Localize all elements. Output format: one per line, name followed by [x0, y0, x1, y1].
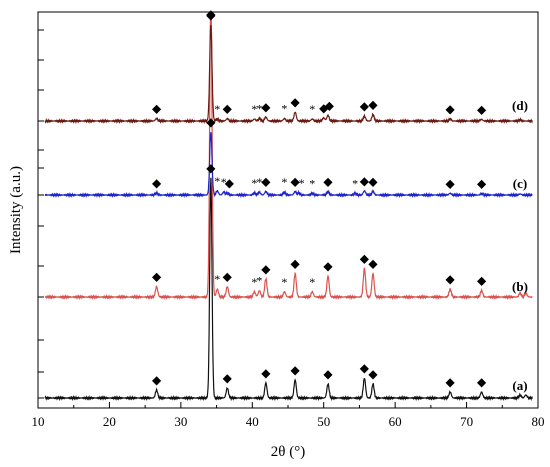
curve-label-3: (c): [513, 176, 527, 191]
asterisk-marker: *: [281, 102, 287, 116]
asterisk-marker: *: [214, 272, 220, 286]
asterisk-marker: *: [309, 275, 315, 289]
curves: [44, 12, 533, 402]
series-line-1: [44, 177, 533, 402]
diamond-marker: ◆: [223, 102, 233, 116]
diamond-marker: ◆: [446, 102, 456, 116]
diamond-marker: ◆: [446, 375, 456, 389]
diamond-marker: ◆: [446, 272, 456, 286]
diamond-marker: ◆: [225, 176, 235, 190]
x-tick-label: 70: [460, 414, 473, 429]
diamond-marker: ◆: [360, 99, 370, 113]
diamond-marker: ◆: [223, 270, 233, 284]
series-line-3: [44, 132, 533, 199]
diamond-marker: ◆: [291, 175, 301, 189]
x-tick-label: 30: [174, 414, 187, 429]
diamond-marker: ◆: [319, 101, 329, 115]
diamond-marker: ◆: [291, 363, 301, 377]
asterisk-marker: *: [352, 176, 358, 190]
series-line-4: [44, 24, 533, 125]
diamond-marker: ◆: [206, 7, 216, 21]
asterisk-marker: *: [256, 102, 262, 116]
diamond-marker: ◆: [206, 8, 216, 22]
x-tick-label: 10: [32, 414, 45, 429]
curve-labels: (a) (b) (c) (d): [512, 98, 528, 393]
diamond-marker: ◆: [477, 375, 487, 389]
asterisk-marker: *: [309, 102, 315, 116]
y-axis-title: Intensity (a.u.): [8, 166, 24, 254]
plot-frame: [37, 11, 539, 409]
diamond-marker: ◆: [323, 259, 333, 273]
diamond-marker: ◆: [291, 95, 301, 109]
asterisk-marker: *: [221, 175, 227, 189]
asterisk-marker: *: [214, 102, 220, 116]
diamond-marker: ◆: [152, 373, 162, 387]
x-axis-title: 2θ (°): [271, 444, 305, 460]
diamond-marker: ◆: [360, 174, 370, 188]
asterisk-marker: *: [256, 274, 262, 288]
diamond-marker: ◆: [206, 115, 216, 129]
asterisk-marker: *: [251, 275, 257, 289]
diamond-marker: ◆: [477, 177, 487, 191]
x-tick-label: 40: [246, 414, 259, 429]
x-tick-label: 50: [317, 414, 330, 429]
diamond-marker: ◆: [152, 176, 162, 190]
diamond-marker: ◆: [368, 98, 378, 112]
asterisk-marker: *: [251, 102, 257, 116]
diamond-marker: ◆: [261, 100, 271, 114]
asterisk-marker: *: [281, 275, 287, 289]
diamond-marker: ◆: [368, 367, 378, 381]
x-axis-ticks: 10 20 30 40 50 60 70 80: [32, 402, 545, 429]
diamond-marker: ◆: [223, 371, 233, 385]
diamond-marker: ◆: [477, 102, 487, 116]
diamond-marker: ◆: [323, 367, 333, 381]
curve-label-2: (b): [512, 279, 528, 294]
x-tick-label: 20: [103, 414, 116, 429]
diamond-marker: ◆: [446, 176, 456, 190]
asterisk-marker: *: [214, 174, 220, 188]
peak-markers: ◆◆◆ ◆ ◆ ◆ ◆ ◆◆ ◆◆◆* ◆ * *◆*◆*◆◆ ◆◆ ◆◆◆* *◆ * *◆ * ◆* * ◆ * ◆…: [152, 7, 487, 389]
curve-label-1: (a): [512, 378, 527, 393]
diamond-marker: ◆: [360, 361, 370, 375]
asterisk-marker: *: [309, 176, 315, 190]
diamond-marker: ◆: [152, 270, 162, 284]
diamond-marker: ◆: [360, 251, 370, 265]
diamond-marker: ◆: [368, 175, 378, 189]
diamond-marker: ◆: [206, 161, 216, 175]
diamond-marker: ◆: [325, 98, 335, 112]
asterisk-marker: *: [281, 175, 287, 189]
diamond-marker: ◆: [477, 274, 487, 288]
asterisk-marker: *: [299, 176, 305, 190]
curve-label-4: (d): [512, 98, 528, 113]
asterisk-marker: *: [256, 175, 262, 189]
x-tick-label: 80: [532, 414, 545, 429]
y-axis-ticks: [38, 29, 44, 399]
diamond-marker: ◆: [261, 366, 271, 380]
x-tick-label: 60: [389, 414, 402, 429]
diamond-marker: ◆: [261, 262, 271, 276]
diamond-marker: ◆: [261, 175, 271, 189]
diamond-marker: ◆: [368, 257, 378, 271]
series-line-2: [44, 12, 533, 301]
diamond-marker: ◆: [152, 102, 162, 116]
diamond-marker: ◆: [291, 257, 301, 271]
asterisk-marker: *: [251, 176, 257, 190]
diamond-marker: ◆: [323, 175, 333, 189]
